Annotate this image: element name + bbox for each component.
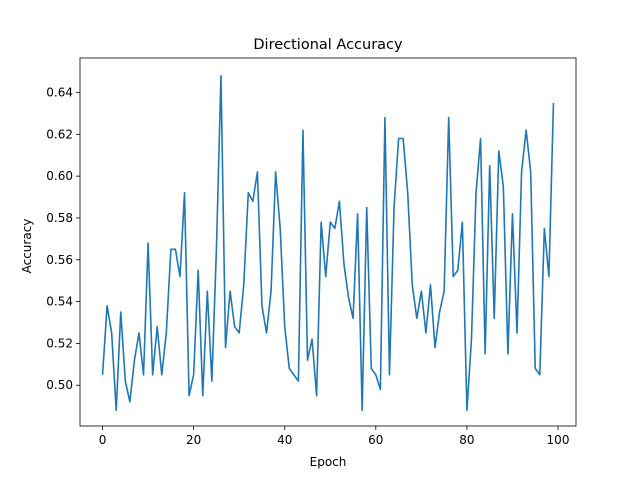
y-axis: 0.50 0.52 0.54 0.56 0.58 0.60 0.62 0.64 — [46, 86, 80, 392]
x-tick-label: 40 — [277, 433, 292, 447]
x-tick-label: 100 — [547, 433, 570, 447]
x-tick-label: 0 — [99, 433, 107, 447]
y-tick-label: 0.60 — [46, 169, 73, 183]
y-axis-label: Accuracy — [20, 219, 34, 274]
x-axis-label: Epoch — [310, 455, 347, 469]
chart-title: Directional Accuracy — [253, 37, 403, 53]
x-axis: 0 20 40 60 80 100 — [99, 426, 570, 447]
y-tick-label: 0.50 — [46, 378, 73, 392]
plot-area — [79, 57, 577, 427]
y-tick-label: 0.62 — [46, 127, 73, 141]
x-tick-label: 20 — [186, 433, 201, 447]
x-tick-label: 60 — [368, 433, 383, 447]
y-tick-label: 0.64 — [46, 86, 73, 100]
y-tick-label: 0.56 — [46, 253, 73, 267]
y-tick-label: 0.52 — [46, 336, 73, 350]
x-tick-label: 80 — [459, 433, 474, 447]
plot-frame — [79, 57, 577, 427]
y-tick-label: 0.54 — [46, 295, 73, 309]
series-line-0 — [101, 74, 555, 412]
y-tick-label: 0.58 — [46, 211, 73, 225]
